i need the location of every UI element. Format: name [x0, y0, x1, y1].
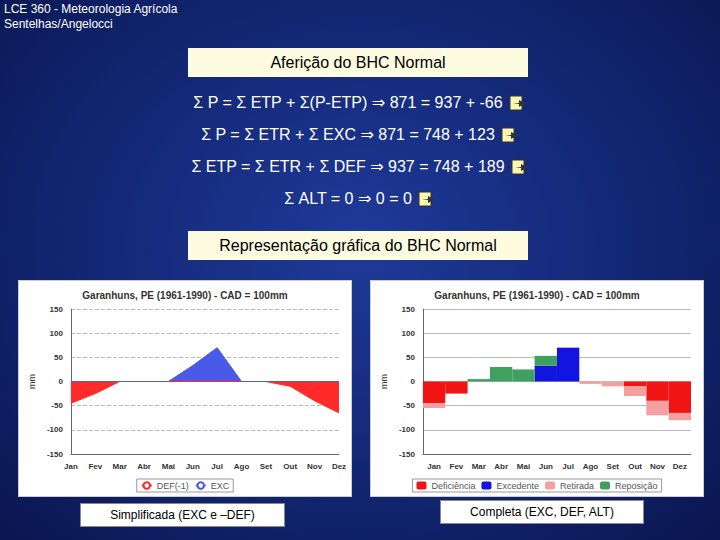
svg-text:100: 100 — [402, 329, 416, 338]
svg-text:Mai: Mai — [517, 462, 530, 471]
svg-text:Out: Out — [628, 462, 642, 471]
svg-text:-100: -100 — [47, 425, 64, 434]
svg-text:Mar: Mar — [472, 462, 486, 471]
svg-text:-150: -150 — [47, 450, 64, 459]
svg-text:Ago: Ago — [234, 462, 250, 471]
svg-text:DEF(-1): DEF(-1) — [157, 481, 189, 491]
svg-text:Jun: Jun — [186, 462, 200, 471]
svg-text:100: 100 — [50, 329, 64, 338]
svg-text:Fev: Fev — [450, 462, 464, 471]
svg-text:Jan: Jan — [427, 462, 441, 471]
html-text:Aferição do BHC Normal: Aferição do BHC Normal — [270, 54, 446, 71]
svg-text:mm: mm — [27, 374, 37, 389]
html-text:Σ P = Σ ETP + Σ(P-ETP) ⇒ 871 =: Σ P = Σ ETP + Σ(P-ETP) ⇒ 871 = 937 + -66 — [193, 94, 503, 111]
svg-text:Garanhuns, PE (1961-1990) - CA: Garanhuns, PE (1961-1990) - CAD = 100mm — [82, 290, 287, 301]
svg-text:0: 0 — [58, 377, 63, 386]
svg-text:Ago: Ago — [583, 462, 599, 471]
svg-text:mm: mm — [379, 374, 389, 389]
svg-text:50: 50 — [54, 353, 63, 362]
svg-text:Nov: Nov — [650, 462, 666, 471]
svg-text:Garanhuns, PE (1961-1990) - CA: Garanhuns, PE (1961-1990) - CAD = 100mm — [434, 290, 639, 301]
svg-text:Abr: Abr — [137, 462, 151, 471]
svg-text:Mai: Mai — [162, 462, 175, 471]
html-text:Simplificada (EXC e –DEF): Simplificada (EXC e –DEF) — [110, 508, 255, 522]
svg-text:Deficiência: Deficiência — [431, 481, 475, 491]
svg-text:Dez: Dez — [332, 462, 346, 471]
svg-text:Abr: Abr — [494, 462, 508, 471]
svg-text:Nov: Nov — [307, 462, 323, 471]
svg-text:Retirada: Retirada — [560, 481, 594, 491]
svg-text:EXC: EXC — [211, 481, 230, 491]
svg-text:150: 150 — [402, 305, 416, 314]
svg-text:Out: Out — [283, 462, 297, 471]
svg-text:Set: Set — [260, 462, 273, 471]
svg-text:Mar: Mar — [113, 462, 127, 471]
svg-text:Fev: Fev — [88, 462, 102, 471]
html-text:Representação gráfica do BHC N: Representação gráfica do BHC Normal — [219, 237, 497, 254]
svg-text:Reposição: Reposição — [615, 481, 658, 491]
svg-text:Jul: Jul — [211, 462, 223, 471]
svg-text:Jul: Jul — [562, 462, 574, 471]
svg-text:Excedente: Excedente — [496, 481, 539, 491]
svg-text:Jun: Jun — [539, 462, 553, 471]
svg-text:-50: -50 — [403, 401, 415, 410]
html-text:Σ ALT = 0 ⇒ 0 = 0: Σ ALT = 0 ⇒ 0 = 0 — [284, 190, 412, 207]
svg-text:150: 150 — [50, 305, 64, 314]
svg-text:-50: -50 — [51, 401, 63, 410]
svg-text:-150: -150 — [399, 450, 416, 459]
html-text:LCE 360 - Meteorologia Agrícol: LCE 360 - Meteorologia Agrícola — [4, 2, 178, 16]
html-text:Σ ETP = Σ ETR + Σ DEF ⇒ 937 =: Σ ETP = Σ ETR + Σ DEF ⇒ 937 = 748 + 189 — [191, 158, 505, 175]
html-text:Σ P = Σ ETR + Σ EXC ⇒ 871 = 74: Σ P = Σ ETR + Σ EXC ⇒ 871 = 748 + 123 — [201, 126, 495, 143]
svg-text:50: 50 — [406, 353, 415, 362]
html-text:Sentelhas/Angelocci: Sentelhas/Angelocci — [4, 17, 113, 31]
html-text:Completa (EXC, DEF, ALT): Completa (EXC, DEF, ALT) — [470, 505, 614, 519]
svg-text:Jan: Jan — [64, 462, 78, 471]
svg-text:Dez: Dez — [673, 462, 687, 471]
svg-text:0: 0 — [410, 377, 415, 386]
svg-text:-100: -100 — [399, 425, 416, 434]
svg-text:Set: Set — [607, 462, 620, 471]
